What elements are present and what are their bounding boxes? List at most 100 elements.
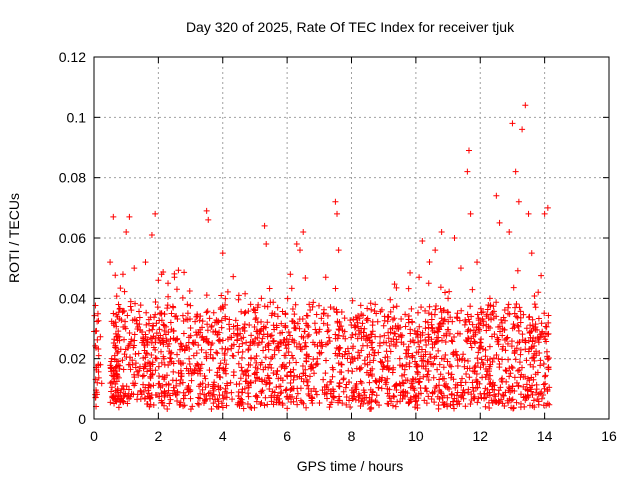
data-point [505,301,512,308]
data-point [147,375,154,382]
data-point [158,390,165,397]
data-point [511,310,518,317]
data-point [452,384,459,391]
data-point [107,259,114,266]
data-point [283,386,290,393]
data-point [324,312,331,319]
data-point [205,216,212,223]
data-point [296,316,303,323]
data-point [158,399,165,406]
data-point [481,395,488,402]
data-point [422,307,429,314]
data-point [335,332,342,339]
data-point [433,302,440,309]
data-point [234,326,241,333]
data-point [523,357,530,364]
data-point [366,334,373,341]
data-point [132,300,139,307]
data-point [273,394,280,401]
data-point [255,301,262,308]
data-point [203,309,210,316]
data-point [242,309,249,316]
data-point [92,394,99,401]
data-point [446,362,453,369]
data-point [442,352,449,359]
data-point [239,367,246,374]
data-point [425,334,432,341]
data-point [252,393,259,400]
data-point [385,314,392,321]
data-point [368,331,375,338]
data-point [506,373,513,380]
data-point [431,399,438,406]
data-point [215,398,222,405]
data-point [503,335,510,342]
data-point [448,371,455,378]
data-point [217,360,224,367]
data-point [204,321,211,328]
data-point [459,391,466,398]
data-point [119,357,126,364]
data-point [284,405,291,412]
data-point [273,384,280,391]
data-point [219,404,226,411]
data-point [505,399,512,406]
data-point [250,306,257,313]
data-point [378,306,385,313]
data-point [515,323,522,330]
data-point [445,295,452,302]
data-point [302,339,309,346]
data-point [156,326,163,333]
data-point [453,398,460,405]
data-point [268,355,275,362]
data-point [296,373,303,380]
data-point [368,404,375,411]
data-point [458,393,465,400]
data-point [376,340,383,347]
data-point [213,349,220,356]
data-point [372,301,379,308]
data-point [439,320,446,327]
data-point [190,341,197,348]
data-point [268,364,275,371]
data-point [290,385,297,392]
data-point [114,337,121,344]
data-point [523,381,530,388]
data-point [479,316,486,323]
data-point [288,285,295,292]
data-point [493,313,500,320]
data-point [405,399,412,406]
data-point [500,392,507,399]
data-point [264,372,271,379]
data-point [259,335,266,342]
data-point [325,334,332,341]
data-point [442,339,449,346]
data-point [545,330,552,337]
data-point [194,311,201,318]
data-point [298,346,305,353]
data-point [477,364,484,371]
data-point [521,337,528,344]
data-point [262,324,269,331]
data-point [364,317,371,324]
data-point [474,311,481,318]
data-point [497,384,504,391]
data-point [498,319,505,326]
data-point [95,352,102,359]
data-point [289,305,296,312]
data-point [457,265,464,272]
data-point [300,228,307,235]
data-point [164,302,171,309]
data-point [417,331,424,338]
data-point [180,395,187,402]
data-point [180,330,187,337]
data-point [213,372,220,379]
data-point [235,360,242,367]
data-point [436,376,443,383]
data-point [199,380,206,387]
data-point [534,334,541,341]
data-point [297,385,304,392]
data-point [137,302,144,309]
data-point [238,364,245,371]
